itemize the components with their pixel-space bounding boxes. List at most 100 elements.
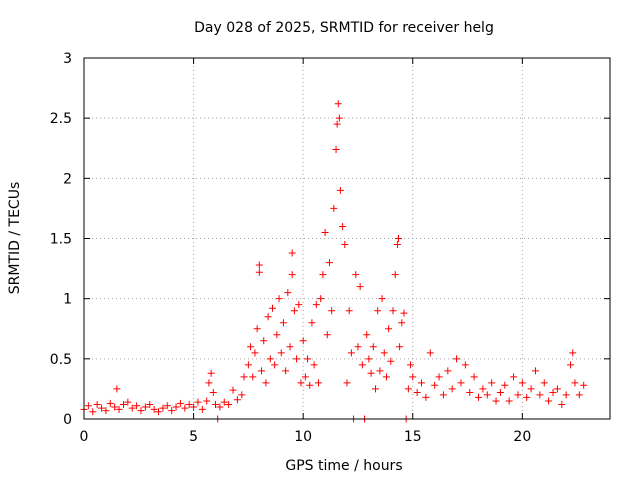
data-point [382, 373, 390, 381]
data-point [374, 307, 382, 315]
data-point [238, 391, 246, 399]
data-point [190, 403, 198, 411]
data-point [496, 389, 504, 397]
data-point [567, 361, 575, 369]
data-point [347, 349, 355, 357]
data-point [275, 295, 283, 303]
data-point [356, 283, 364, 291]
data-point [220, 398, 228, 406]
data-point [413, 389, 421, 397]
data-point [181, 404, 189, 412]
data-point [310, 361, 318, 369]
data-point [315, 379, 323, 387]
data-point [325, 259, 333, 267]
data-point [286, 343, 294, 351]
y-tick-label: 2.5 [50, 111, 72, 127]
data-point [569, 349, 577, 357]
data-point [470, 373, 478, 381]
data-point [209, 389, 217, 397]
y-tick-labels: 0 0.5 1 1.5 2 2.5 3 [50, 51, 72, 428]
data-point [176, 399, 184, 407]
data-point [335, 114, 343, 122]
data-point [345, 307, 353, 315]
data-point [150, 405, 158, 413]
data-point [391, 271, 399, 279]
data-point [545, 397, 553, 405]
x-tick-label: 15 [404, 429, 422, 445]
data-point [514, 391, 522, 399]
data-point [205, 379, 213, 387]
data-point [453, 355, 461, 363]
data-point [426, 349, 434, 357]
data-point [562, 391, 570, 399]
data-point [102, 407, 110, 415]
data-point [527, 385, 535, 393]
data-point [308, 319, 316, 327]
data-point [400, 309, 408, 317]
data-point [262, 379, 270, 387]
data-point [124, 398, 132, 406]
data-point [317, 295, 325, 303]
data-point [89, 408, 97, 416]
data-point [558, 401, 566, 409]
data-point [216, 403, 224, 411]
data-point [260, 337, 268, 345]
data-point [395, 235, 403, 242]
data-point [457, 379, 465, 387]
data-point [240, 373, 248, 381]
y-tick-label: 1.5 [50, 232, 72, 248]
data-point [255, 261, 263, 269]
data-point [251, 349, 259, 357]
data-point [354, 343, 362, 351]
data-point [336, 186, 344, 194]
data-point [297, 379, 305, 387]
plot-frame [83, 57, 611, 420]
data-point [141, 403, 149, 411]
data-point [172, 403, 180, 411]
data-point [332, 145, 340, 153]
data-point [393, 241, 401, 249]
data-point [255, 268, 263, 276]
data-point [168, 407, 176, 415]
data-point [475, 393, 482, 401]
data-point [536, 391, 544, 399]
x-tick-label: 5 [189, 429, 198, 445]
data-point [290, 307, 298, 315]
data-point [113, 385, 121, 393]
data-point [84, 402, 92, 410]
data-point [448, 385, 456, 393]
y-tick-label: 1 [63, 292, 72, 308]
axis-ticks [83, 57, 610, 420]
data-point [203, 397, 211, 405]
data-point [540, 379, 548, 387]
x-tick-label: 10 [294, 429, 312, 445]
data-point [271, 361, 279, 369]
data-point [580, 381, 588, 389]
data-point [282, 367, 290, 375]
data-point [575, 391, 583, 399]
data-point [312, 301, 320, 309]
data-point [378, 295, 386, 303]
data-point [365, 355, 373, 363]
data-point [483, 391, 491, 399]
data-point [330, 204, 338, 212]
data-point [422, 393, 430, 401]
data-point [244, 361, 252, 369]
data-point [284, 289, 292, 297]
data-point [319, 271, 327, 279]
data-point [321, 228, 329, 236]
data-point [339, 222, 347, 230]
data-point [128, 404, 136, 412]
data-point [163, 402, 171, 410]
data-point [358, 361, 366, 369]
data-point [293, 355, 301, 363]
data-point [299, 337, 307, 345]
data-point [93, 401, 101, 409]
data-point [277, 349, 285, 357]
data-point [461, 361, 469, 369]
data-points [80, 100, 588, 423]
grid-lines [84, 58, 610, 419]
data-point [146, 401, 154, 409]
data-point [407, 361, 415, 369]
data-point [328, 307, 336, 315]
